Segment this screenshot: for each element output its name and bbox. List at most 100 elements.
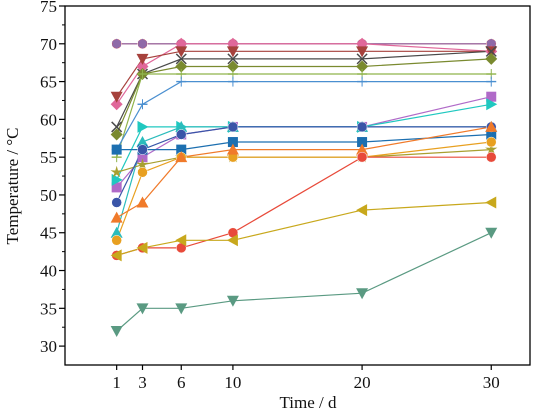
point-marker bbox=[111, 235, 122, 246]
data-point bbox=[137, 152, 148, 163]
point-marker bbox=[485, 143, 498, 155]
data-point bbox=[111, 235, 122, 246]
plot-frame bbox=[64, 5, 531, 366]
point-marker bbox=[486, 91, 497, 102]
y-tick-label: 55 bbox=[40, 148, 57, 167]
y-tick-label: 70 bbox=[40, 35, 57, 54]
point-marker bbox=[356, 53, 368, 65]
series-16 bbox=[116, 126, 492, 219]
data-point bbox=[227, 76, 238, 87]
point-marker bbox=[110, 211, 123, 223]
point-marker bbox=[486, 129, 497, 140]
data-point bbox=[110, 325, 123, 337]
series-line bbox=[116, 232, 492, 332]
data-point bbox=[111, 121, 123, 133]
point-marker bbox=[136, 196, 149, 208]
point-marker bbox=[137, 144, 148, 155]
y-tick-label: 50 bbox=[40, 186, 57, 205]
data-point bbox=[176, 129, 187, 140]
data-point bbox=[175, 46, 188, 58]
x-tick-label: 1 bbox=[112, 373, 121, 392]
x-tick-label: 10 bbox=[224, 373, 241, 392]
point-marker bbox=[136, 241, 148, 254]
point-marker bbox=[137, 152, 148, 163]
series-markers-16 bbox=[110, 120, 498, 223]
point-marker bbox=[111, 173, 123, 186]
point-marker bbox=[356, 46, 369, 58]
point-marker bbox=[356, 204, 368, 217]
series-markers-5 bbox=[111, 45, 497, 133]
series-markers-6 bbox=[110, 52, 498, 141]
data-point bbox=[486, 91, 497, 102]
series-layer bbox=[110, 37, 498, 337]
point-marker bbox=[176, 144, 187, 155]
point-marker bbox=[175, 120, 188, 132]
data-point bbox=[356, 60, 369, 73]
series-line bbox=[116, 80, 492, 150]
data-point bbox=[110, 249, 122, 262]
point-marker bbox=[485, 45, 497, 57]
data-point bbox=[226, 46, 239, 58]
point-marker bbox=[136, 303, 149, 315]
data-point bbox=[356, 288, 369, 300]
data-point bbox=[137, 99, 148, 110]
point-marker bbox=[486, 136, 497, 148]
point-marker bbox=[110, 165, 123, 178]
point-marker bbox=[176, 129, 187, 140]
point-marker bbox=[175, 46, 188, 58]
point-marker bbox=[485, 227, 498, 239]
series-line bbox=[116, 126, 492, 233]
data-point bbox=[137, 167, 148, 178]
data-point bbox=[110, 91, 123, 103]
point-marker bbox=[227, 121, 239, 133]
point-marker bbox=[226, 60, 239, 73]
y-tick-label: 30 bbox=[40, 337, 57, 356]
point-marker bbox=[136, 136, 149, 148]
x-tick-label: 6 bbox=[177, 373, 186, 392]
y-tick-label: 65 bbox=[40, 73, 57, 92]
data-point bbox=[112, 38, 121, 49]
point-marker bbox=[356, 288, 369, 300]
data-point bbox=[486, 98, 498, 111]
point-marker bbox=[111, 144, 122, 155]
data-point bbox=[486, 136, 497, 148]
point-marker bbox=[486, 38, 496, 49]
series-markers-14 bbox=[111, 121, 497, 208]
data-point bbox=[486, 151, 497, 163]
point-marker bbox=[227, 137, 238, 148]
series-markers-17 bbox=[111, 151, 497, 261]
data-point bbox=[486, 76, 497, 87]
data-point bbox=[356, 53, 368, 65]
series-19 bbox=[116, 232, 492, 332]
data-point bbox=[136, 303, 149, 315]
data-point bbox=[136, 196, 149, 208]
data-point bbox=[356, 151, 368, 163]
point-marker bbox=[138, 38, 147, 49]
data-point bbox=[137, 144, 148, 155]
x-tick-label: 20 bbox=[354, 373, 371, 392]
point-marker bbox=[137, 120, 149, 133]
point-marker bbox=[226, 143, 239, 155]
data-point bbox=[356, 46, 369, 58]
series-line bbox=[116, 58, 492, 135]
data-point bbox=[110, 226, 123, 238]
data-point bbox=[485, 196, 497, 209]
data-point bbox=[136, 60, 149, 73]
y-axis-title: Temperature / °C bbox=[3, 127, 22, 244]
data-point bbox=[485, 52, 498, 65]
data-point bbox=[226, 295, 239, 307]
data-point bbox=[227, 137, 238, 148]
data-point bbox=[136, 158, 149, 170]
data-point bbox=[111, 144, 122, 155]
data-point bbox=[486, 38, 496, 49]
point-marker bbox=[175, 151, 188, 163]
data-point bbox=[136, 53, 149, 65]
point-marker bbox=[356, 121, 368, 133]
point-marker bbox=[110, 325, 123, 337]
data-point bbox=[486, 129, 497, 140]
y-tick-label: 75 bbox=[40, 0, 57, 16]
y-tick-label: 45 bbox=[40, 224, 57, 243]
data-point bbox=[176, 76, 187, 87]
data-point bbox=[110, 211, 123, 223]
point-marker bbox=[112, 38, 121, 49]
